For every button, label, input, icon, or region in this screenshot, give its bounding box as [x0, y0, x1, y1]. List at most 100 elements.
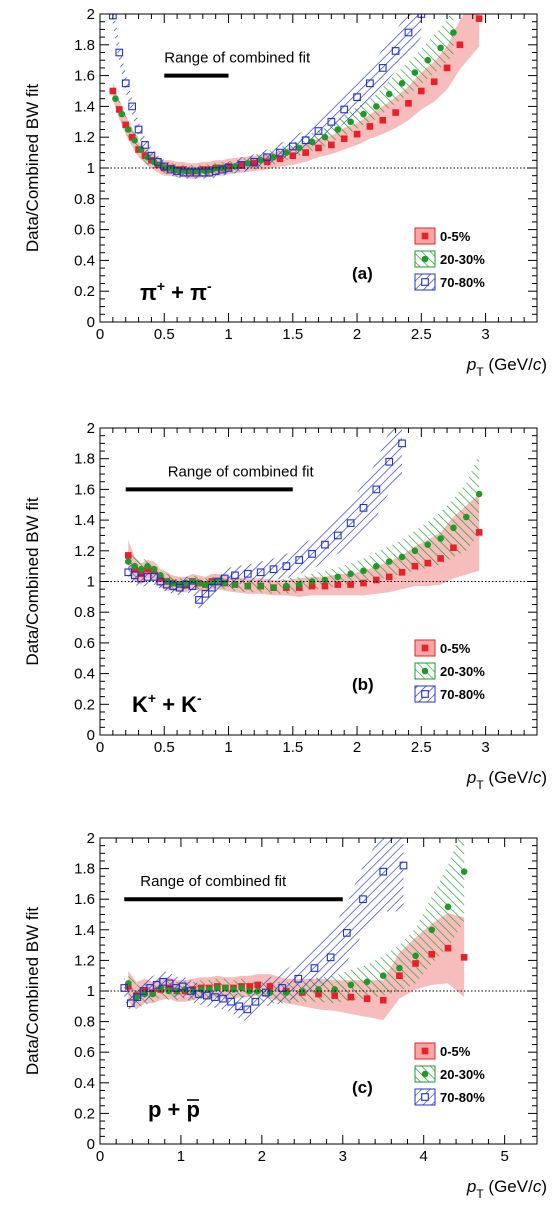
- point-b-series-1-32: [437, 535, 444, 542]
- point-b-series-2-20: [282, 562, 291, 570]
- x-tick-label-b: 1.5: [282, 739, 303, 756]
- point-b-series-0-0: [124, 552, 132, 559]
- x-tick-label-c: 1: [177, 1148, 185, 1165]
- point-b-series-1-4: [150, 565, 158, 573]
- point-b-series-0-22: [308, 582, 316, 590]
- point-b-series-0-33: [450, 544, 457, 552]
- point-b-series-1-13: [208, 579, 216, 587]
- y-tick-label-a: 0.8: [74, 191, 95, 208]
- fit-range-label-b: Range of combined fit: [168, 463, 315, 480]
- point-b-series-2-10: [188, 582, 197, 590]
- point-a-series-0-3: [128, 133, 136, 141]
- point-a-series-0-30: [379, 116, 387, 124]
- point-b-series-0-23: [321, 582, 329, 590]
- point-c-series-1-15: [246, 987, 254, 995]
- point-c-series-2-27: [399, 861, 408, 870]
- y-tick-label-a: 1.2: [74, 129, 95, 146]
- point-c-series-2-1: [126, 999, 135, 1008]
- point-a-series-0-36: [456, 41, 464, 49]
- legend-label: 70-80%: [440, 275, 485, 290]
- point-a-series-1-20: [257, 157, 264, 164]
- x-tick-label-b: 3: [481, 739, 489, 756]
- point-a-series-1-2: [124, 126, 132, 133]
- x-tick-label-a: 0.5: [154, 326, 175, 343]
- point-c-series-1-17: [266, 989, 274, 996]
- point-c-series-2-14: [219, 994, 227, 1003]
- point-a-series-1-12: [189, 167, 196, 175]
- point-c-series-2-16: [235, 1002, 244, 1011]
- point-c-series-0-29: [460, 954, 468, 961]
- point-c-series-2-12: [202, 991, 211, 1000]
- x-tick-label-a: 3: [481, 326, 489, 343]
- x-tick-label-c: 5: [500, 1148, 508, 1165]
- point-c-series-1-19: [299, 987, 306, 995]
- point-a-series-0-33: [418, 87, 425, 95]
- point-b-series-0-29: [398, 568, 406, 576]
- point-c-series-2-19: [262, 988, 270, 997]
- point-a-series-2-31: [391, 47, 400, 55]
- point-c-series-1-14: [238, 984, 245, 992]
- legend-label: 20-30%: [440, 1067, 485, 1082]
- point-b-series-1-0: [124, 558, 132, 565]
- y-tick-label-b: 1.4: [74, 512, 95, 529]
- point-b-series-0-2: [137, 570, 145, 578]
- point-a-series-0-22: [276, 155, 284, 163]
- point-b-series-0-24: [334, 581, 342, 588]
- point-a-series-0-24: [302, 149, 309, 156]
- point-b-series-2-26: [359, 503, 368, 512]
- plot-area-b: [124, 428, 483, 610]
- point-a-series-1-28: [360, 110, 367, 118]
- point-b-series-1-25: [347, 570, 354, 578]
- y-axis-label-b: Data/Combined BW fit: [23, 497, 42, 665]
- point-c-series-1-13: [230, 986, 237, 993]
- point-a-series-1-10: [176, 167, 183, 175]
- band-b-series-1: [128, 454, 480, 594]
- point-b-series-1-15: [221, 579, 228, 587]
- point-a-series-2-32: [404, 28, 413, 37]
- point-c-series-1-8: [189, 987, 197, 995]
- point-a-series-0-1: [115, 106, 123, 113]
- x-tick-label-c: 4: [420, 1148, 428, 1165]
- y-tick-label-b: 0.4: [74, 666, 95, 683]
- point-c-series-2-10: [186, 987, 195, 995]
- y-tick-label-c: 1: [87, 983, 95, 1000]
- point-c-series-0-25: [396, 972, 403, 979]
- legend-label: 20-30%: [440, 664, 485, 679]
- legend-item-c-1: 20-30%: [414, 1065, 485, 1083]
- fit-range-label-a: Range of combined fit: [164, 50, 311, 67]
- point-a-series-0-21: [263, 158, 271, 166]
- x-tick-label-c: 0: [96, 1148, 104, 1165]
- y-tick-label-a: 0.6: [74, 222, 95, 239]
- point-b-series-1-11: [195, 579, 203, 587]
- point-c-series-2-17: [243, 1005, 252, 1014]
- point-c-series-0-26: [412, 960, 419, 967]
- y-tick-label-b: 1.8: [74, 451, 95, 468]
- point-b-series-1-24: [334, 573, 342, 581]
- point-c-series-1-5: [165, 987, 173, 995]
- band-c-series-1: [128, 838, 465, 1010]
- x-tick-label-b: 2.5: [411, 739, 432, 756]
- x-tick-label-a: 2.5: [411, 326, 432, 343]
- point-a-series-1-18: [231, 163, 239, 170]
- y-tick-label-a: 1.6: [74, 68, 95, 85]
- point-a-series-2-25: [314, 127, 323, 135]
- point-c-series-0-21: [331, 992, 338, 999]
- point-b-series-0-31: [424, 559, 432, 567]
- point-b-series-0-26: [360, 579, 367, 587]
- point-c-series-1-29: [460, 868, 468, 875]
- point-b-series-2-15: [220, 574, 229, 583]
- point-c-series-2-2: [133, 993, 142, 1001]
- point-a-series-2-28: [353, 93, 361, 102]
- point-b-series-1-21: [295, 581, 303, 588]
- point-a-series-0-19: [238, 161, 245, 169]
- y-tick-label-a: 1: [87, 160, 95, 177]
- point-c-series-0-28: [444, 944, 452, 952]
- legend-item-b-0: 0-5%: [414, 639, 471, 657]
- point-a-series-0-23: [289, 152, 297, 159]
- point-a-series-1-31: [398, 80, 406, 87]
- y-tick-label-b: 0.6: [74, 635, 95, 652]
- point-a-series-1-14: [202, 167, 209, 175]
- legend-item-c-0: 0-5%: [414, 1042, 471, 1060]
- y-tick-label-b: 1.6: [74, 481, 95, 498]
